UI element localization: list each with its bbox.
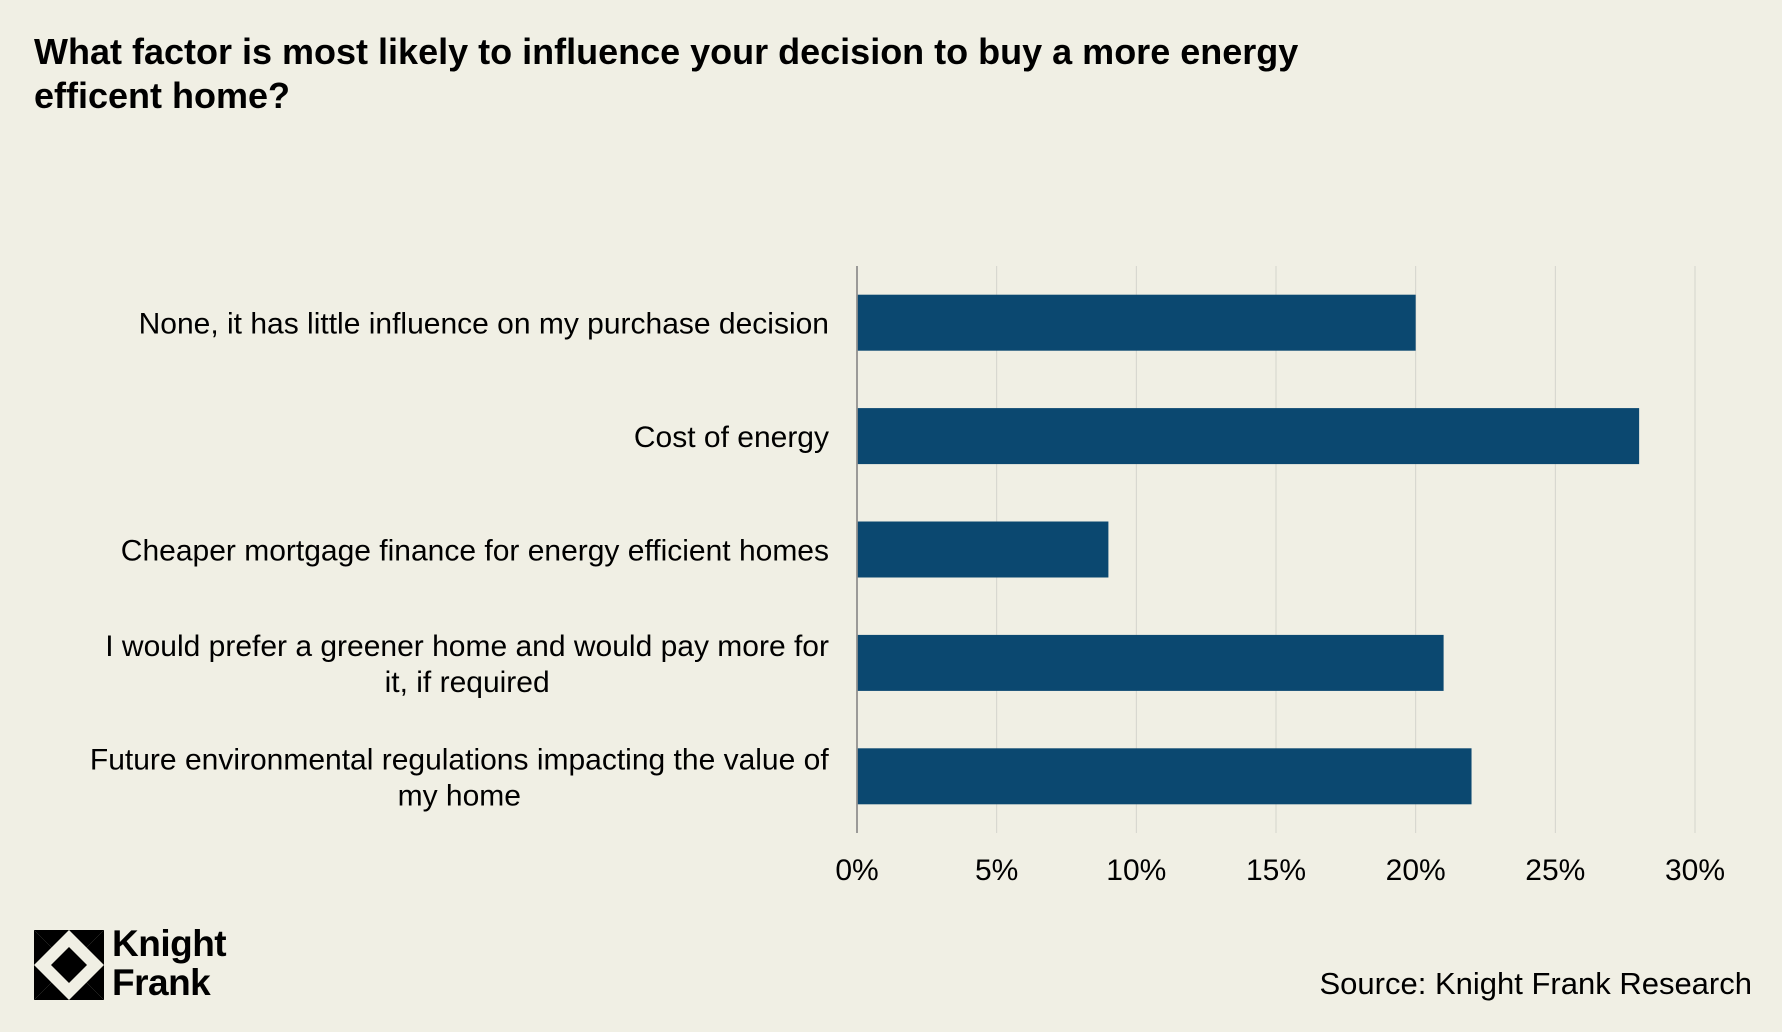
category-label-line: it, if required bbox=[385, 666, 550, 699]
chart-title: What factor is most likely to influence … bbox=[34, 31, 1299, 116]
gridlines bbox=[996, 266, 1696, 833]
category-label: I would prefer a greener home and would … bbox=[105, 630, 829, 699]
category-label: Cost of energy bbox=[634, 421, 829, 454]
category-label-line: my home bbox=[398, 779, 521, 812]
knight-frank-logo-mark bbox=[34, 930, 104, 1000]
x-tick-label: 20% bbox=[1386, 854, 1446, 887]
knight-frank-logo-text: Knight Frank bbox=[112, 923, 227, 1003]
x-tick-labels: 0% 5% 10% 15% 20% 25% 30% bbox=[835, 854, 1725, 887]
category-label-line: Future environmental regulations impacti… bbox=[90, 743, 829, 776]
bar bbox=[857, 748, 1472, 805]
category-labels: None, it has little influence on my purc… bbox=[90, 308, 829, 813]
logo-line-2: Frank bbox=[112, 962, 211, 1003]
category-label: None, it has little influence on my purc… bbox=[139, 308, 829, 341]
bars bbox=[857, 294, 1640, 805]
logo-line-1: Knight bbox=[112, 923, 227, 964]
bar bbox=[857, 521, 1109, 578]
x-tick-label: 0% bbox=[835, 854, 878, 887]
category-label: Cheaper mortgage finance for energy effi… bbox=[121, 535, 829, 568]
x-tick-label: 25% bbox=[1525, 854, 1585, 887]
category-label-line: Cheaper mortgage finance for energy effi… bbox=[121, 535, 829, 568]
category-label: Future environmental regulations impacti… bbox=[90, 743, 829, 812]
x-tick-label: 15% bbox=[1246, 854, 1306, 887]
bar bbox=[857, 294, 1416, 351]
category-label-line: Cost of energy bbox=[634, 421, 829, 454]
bar bbox=[857, 634, 1444, 691]
source-note: Source: Knight Frank Research bbox=[1319, 966, 1753, 1001]
x-tick-label: 30% bbox=[1665, 854, 1725, 887]
bar bbox=[857, 408, 1640, 465]
x-tick-label: 5% bbox=[975, 854, 1018, 887]
category-label-line: None, it has little influence on my purc… bbox=[139, 308, 829, 341]
category-label-line: I would prefer a greener home and would … bbox=[105, 630, 829, 663]
x-tick-label: 10% bbox=[1106, 854, 1166, 887]
